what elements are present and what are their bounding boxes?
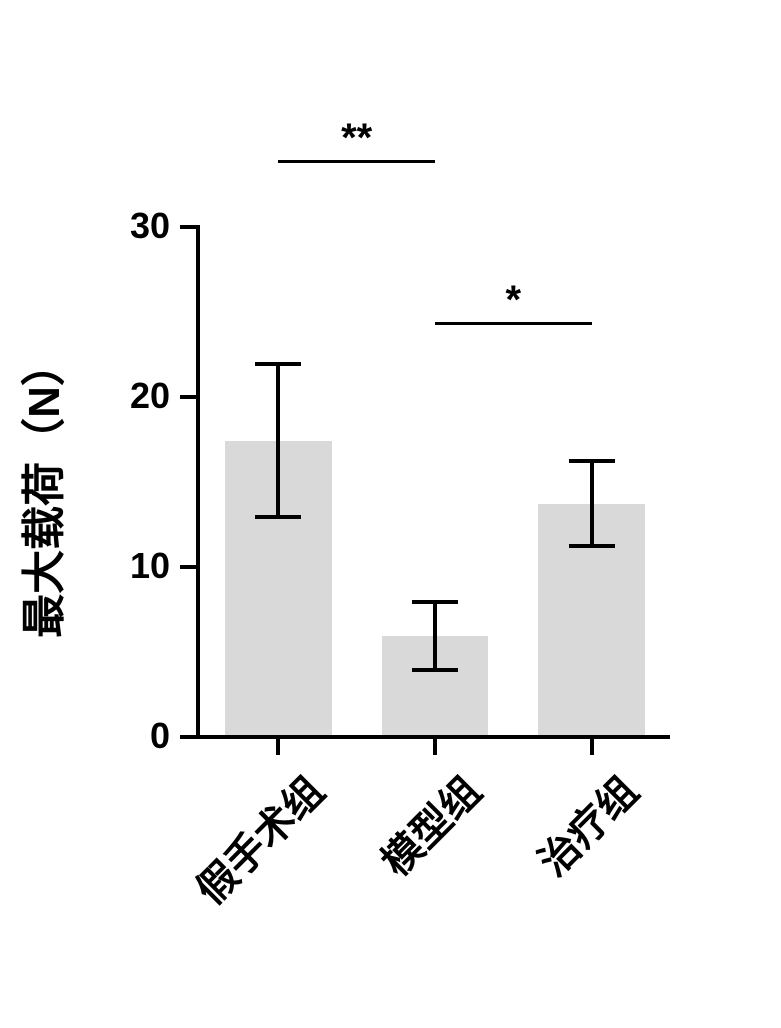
y-axis-line [196,225,200,739]
errorbar-cap [255,515,301,519]
errorbar-cap [412,600,458,604]
significance-label: ** [297,116,417,161]
y-tick [180,565,196,569]
errorbar-stem [433,602,437,670]
y-tick [180,395,196,399]
y-tick-label: 30 [90,205,170,247]
significance-label: * [453,278,573,323]
y-axis-title: 最大载荷（N） [8,290,72,690]
errorbar-stem [590,461,594,546]
errorbar-cap [569,459,615,463]
errorbar-stem [276,364,280,517]
y-tick [180,225,196,229]
y-tick-label: 10 [90,545,170,587]
y-tick [180,735,196,739]
x-tick [433,739,437,755]
errorbar-cap [569,544,615,548]
x-tick [590,739,594,755]
errorbar-cap [412,668,458,672]
y-tick-label: 0 [90,715,170,757]
x-tick [276,739,280,755]
y-tick-label: 20 [90,375,170,417]
chart-stage: 0102030最大载荷（N）假手术组模型组治疗组*** [0,0,781,992]
errorbar-cap [255,362,301,366]
